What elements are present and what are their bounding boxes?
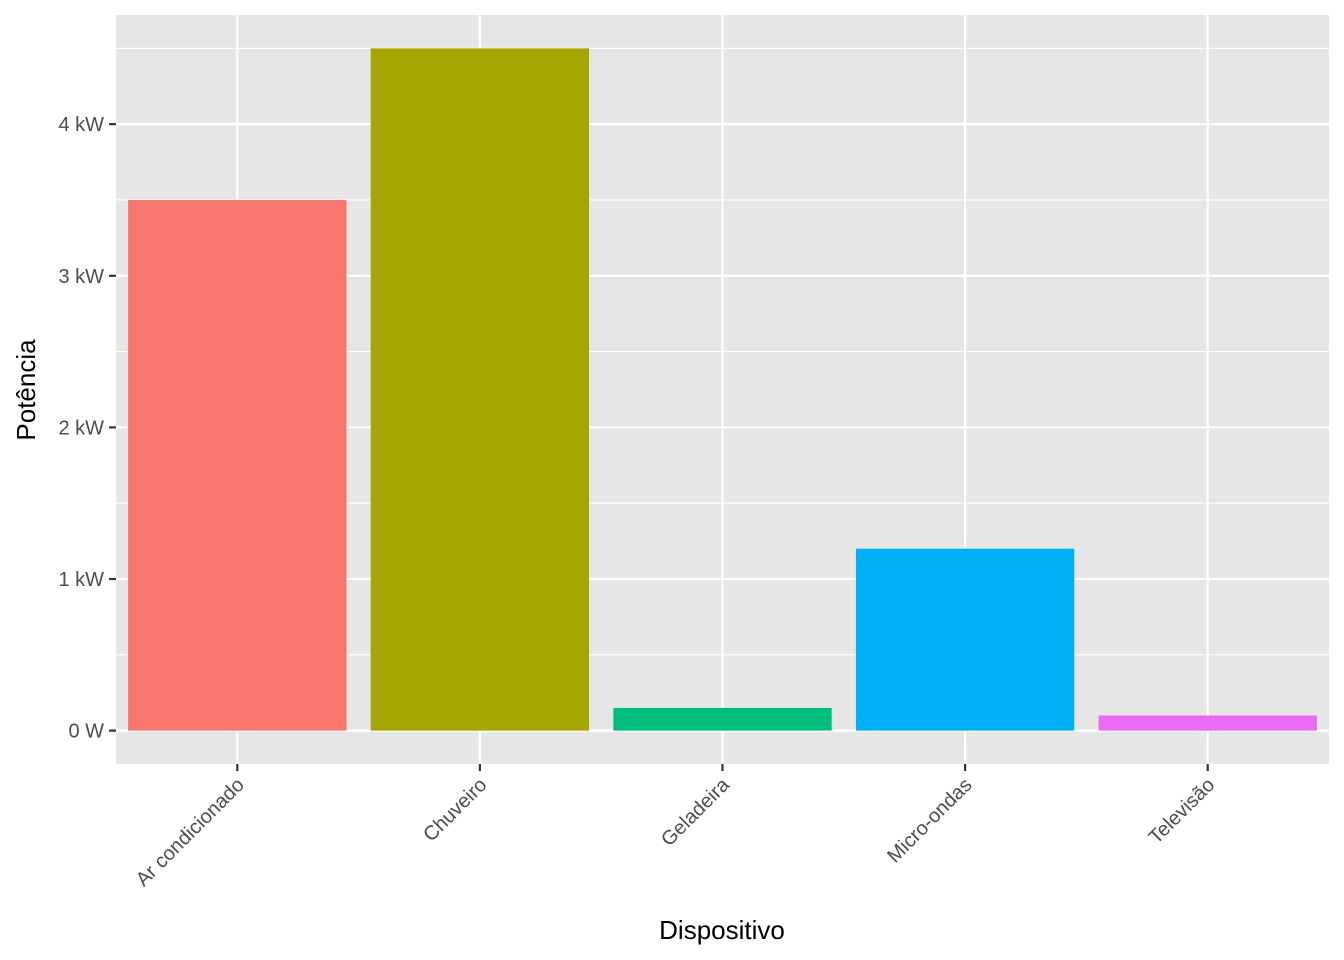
x-tick-label: Chuveiro bbox=[419, 774, 491, 846]
bar bbox=[855, 548, 1075, 731]
y-axis-title: Potência bbox=[11, 339, 41, 441]
bar bbox=[370, 48, 590, 731]
bar bbox=[1098, 715, 1317, 731]
x-axis: Ar condicionado Chuveiro Geladeira Micro-on… bbox=[132, 764, 1219, 891]
y-tick-label: 4 kW bbox=[58, 114, 104, 136]
x-tick-label: Ar condicionado bbox=[132, 774, 249, 891]
x-tick-label: Micro-ondas bbox=[883, 774, 976, 867]
bar bbox=[128, 199, 347, 731]
y-tick-label: 3 kW bbox=[58, 266, 104, 288]
x-tick-label: Televisão bbox=[1145, 774, 1220, 849]
bar bbox=[613, 707, 832, 731]
x-tick-label: Geladeira bbox=[657, 773, 734, 850]
y-axis: 0 W 1 kW 2 kW 3 kW 4 kW bbox=[58, 114, 116, 743]
x-axis-title: Dispositivo bbox=[659, 915, 785, 945]
y-tick-label: 2 kW bbox=[58, 417, 104, 439]
y-tick-label: 0 W bbox=[68, 721, 104, 743]
y-tick-label: 1 kW bbox=[58, 569, 104, 591]
bars bbox=[128, 48, 1317, 731]
